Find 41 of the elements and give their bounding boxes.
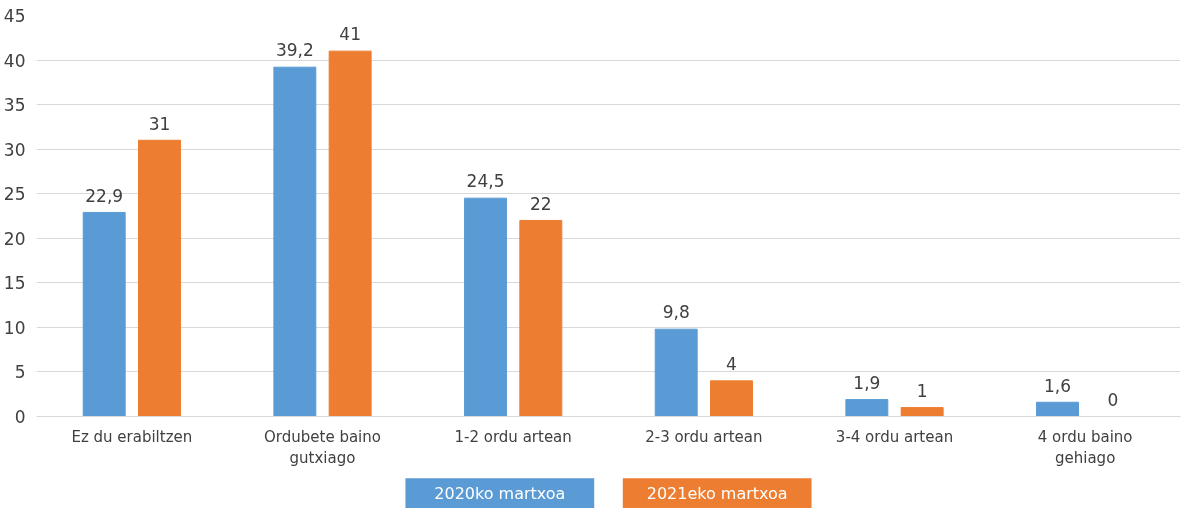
data-label: 4 [726,354,737,375]
bar [273,66,317,417]
y-tick-label: 0 [14,407,26,427]
x-tick-label: 4 ordu baino gehiago [1037,427,1133,468]
x-tick-label: 1-2 ordu artean [454,427,572,446]
y-tick-label: 35 [3,95,26,116]
bar [1036,401,1079,417]
data-label: 22 [530,193,552,214]
text: 2021eko martxoa [646,483,788,503]
text: 2020ko martxoa [434,483,566,503]
data-label: 22,9 [85,185,124,206]
x-tick-label: 2-3 ordu artean [645,427,763,446]
y-tick-label: 45 [3,6,26,26]
x-tick-label: Ordubete baino gutxiago [264,427,381,468]
x-tick-label: 3-4 ordu artean [835,427,954,446]
data-label: 41 [339,24,361,45]
data-label: 24,5 [466,171,505,192]
bar [519,219,563,417]
bar [845,399,889,417]
data-label: 31 [148,113,171,134]
bar [710,380,753,417]
bar [328,50,372,417]
y-tick-label: 25 [3,184,26,205]
y-tick-label: 5 [14,362,26,383]
bar [654,328,698,417]
y-tick-label: 40 [3,50,26,71]
data-label: 9,8 [662,302,690,323]
y-tick-label: 20 [3,228,26,249]
data-label: 1 [916,380,928,401]
y-tick-label: 10 [3,317,26,338]
bar [82,211,126,417]
data-label: 1,6 [1044,375,1072,396]
data-label: 39,2 [275,40,314,61]
data-label: 0 [1107,389,1119,410]
y-tick-label: 30 [3,139,26,160]
data-label: 1,9 [853,372,881,393]
bar [138,139,181,417]
bar [900,407,944,417]
x-tick-label: Ez du erabiltzen [71,427,193,446]
y-tick-label: 15 [3,273,26,294]
bar [464,197,507,417]
